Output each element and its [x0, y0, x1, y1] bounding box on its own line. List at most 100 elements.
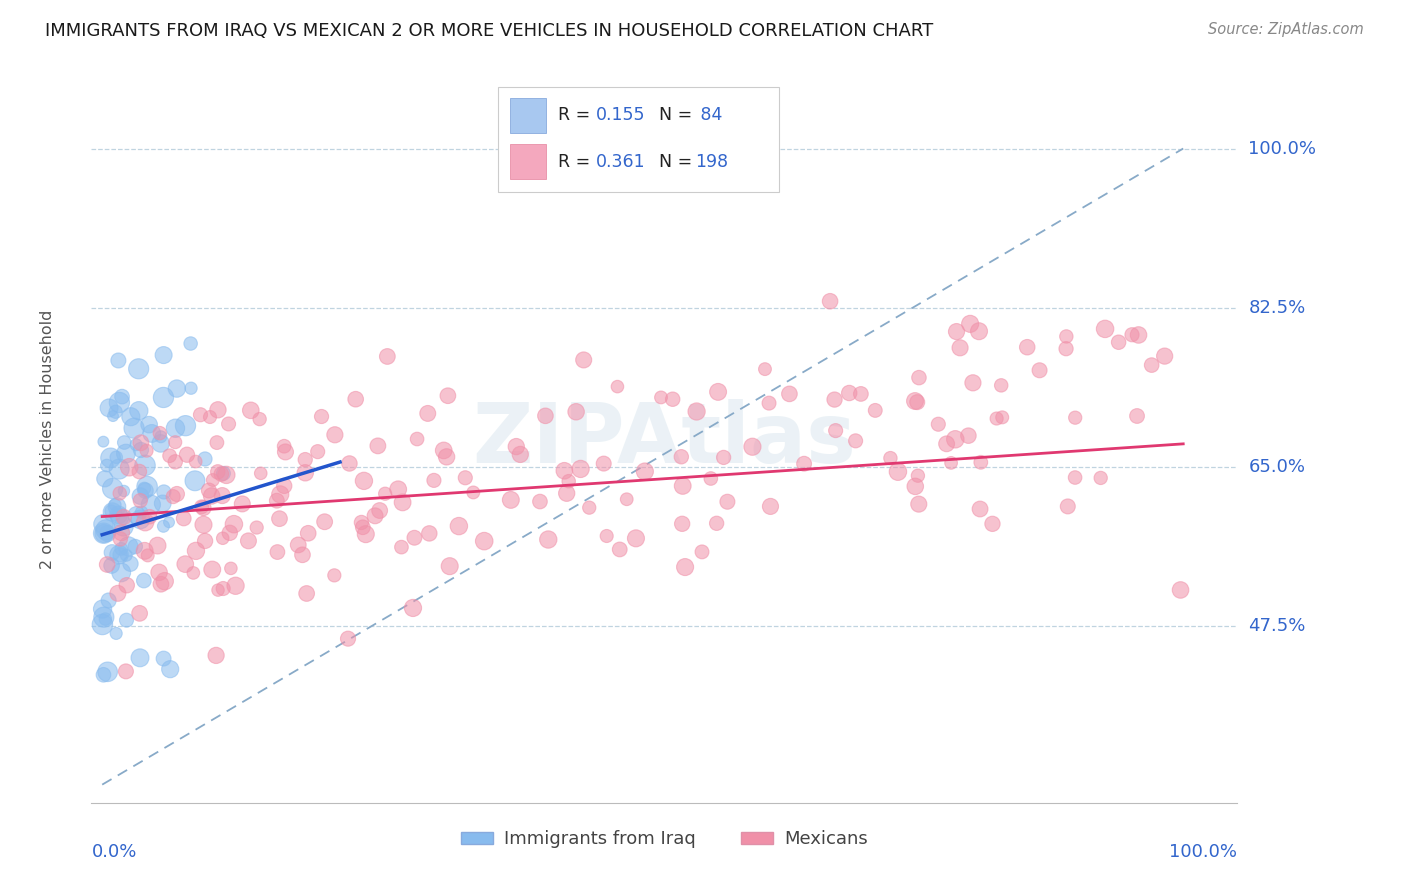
Point — [96, 458, 118, 473]
Text: 0.0%: 0.0% — [91, 843, 136, 861]
Point — [905, 395, 928, 409]
Point — [565, 405, 588, 419]
Point — [215, 467, 238, 482]
Point — [134, 515, 156, 529]
Point — [778, 387, 800, 401]
Point — [990, 378, 1012, 392]
Point — [416, 406, 439, 420]
Point — [323, 568, 346, 582]
Point — [269, 487, 291, 501]
Point — [138, 417, 160, 432]
Point — [716, 494, 738, 508]
Point — [184, 544, 207, 558]
Point — [173, 511, 195, 525]
Point — [104, 405, 127, 419]
Point — [246, 520, 269, 534]
Point — [616, 492, 638, 507]
FancyBboxPatch shape — [509, 97, 547, 133]
Point — [707, 384, 730, 399]
Point — [418, 526, 440, 541]
Point — [112, 483, 135, 498]
Point — [115, 578, 138, 592]
Point — [149, 426, 172, 441]
Point — [269, 511, 291, 525]
Point — [672, 479, 695, 493]
Point — [134, 483, 156, 498]
Point — [1170, 582, 1192, 597]
Point — [436, 450, 458, 464]
Point — [439, 559, 461, 574]
Point — [134, 458, 156, 473]
Point — [110, 532, 132, 546]
Point — [176, 448, 198, 462]
Point — [93, 667, 115, 681]
Point — [115, 549, 138, 563]
Point — [159, 662, 181, 676]
Text: N =: N = — [658, 106, 697, 124]
Point — [700, 471, 723, 485]
Point — [374, 486, 396, 500]
Point — [180, 381, 202, 395]
Point — [239, 403, 262, 417]
Point — [387, 483, 409, 497]
Point — [344, 392, 367, 407]
Point — [125, 508, 148, 523]
Point — [165, 435, 187, 450]
Point — [98, 401, 121, 415]
Point — [957, 428, 980, 442]
Point — [1056, 500, 1078, 514]
Point — [690, 545, 713, 559]
Point — [101, 409, 124, 423]
Point — [364, 508, 387, 523]
Point — [112, 510, 135, 524]
Point — [818, 294, 841, 309]
Text: 47.5%: 47.5% — [1249, 616, 1306, 634]
Point — [606, 379, 628, 393]
Point — [238, 533, 260, 548]
Point — [129, 493, 152, 508]
Point — [311, 409, 333, 424]
Point — [404, 531, 426, 545]
Point — [207, 402, 229, 417]
Point — [967, 324, 990, 338]
Text: 65.0%: 65.0% — [1249, 458, 1305, 475]
Point — [108, 548, 131, 562]
Point — [128, 465, 150, 479]
Point — [225, 579, 247, 593]
Point — [184, 454, 207, 468]
Point — [198, 410, 221, 425]
Point — [166, 382, 188, 396]
Point — [159, 449, 181, 463]
Point — [1121, 327, 1143, 342]
Point — [671, 516, 693, 531]
Point — [152, 519, 174, 533]
Point — [454, 471, 477, 485]
Text: R =: R = — [558, 153, 596, 170]
Point — [118, 460, 141, 475]
Point — [634, 465, 657, 479]
Point — [323, 427, 346, 442]
Text: 100.0%: 100.0% — [1249, 139, 1316, 158]
Point — [849, 387, 872, 401]
Point — [534, 409, 557, 423]
Point — [569, 462, 592, 476]
Point — [943, 432, 966, 446]
Point — [353, 474, 375, 488]
Point — [107, 353, 129, 368]
Point — [904, 479, 927, 493]
Point — [1064, 470, 1087, 484]
Point — [249, 467, 271, 481]
Point — [183, 566, 205, 580]
Point — [274, 445, 297, 459]
Point — [94, 523, 117, 537]
Point — [112, 435, 135, 450]
Point — [94, 612, 117, 626]
Point — [129, 650, 152, 665]
Point — [111, 390, 134, 404]
Point — [529, 494, 551, 508]
Point — [105, 500, 128, 514]
Point — [93, 434, 115, 449]
Point — [824, 424, 846, 438]
Point — [472, 534, 495, 549]
Point — [266, 493, 288, 508]
